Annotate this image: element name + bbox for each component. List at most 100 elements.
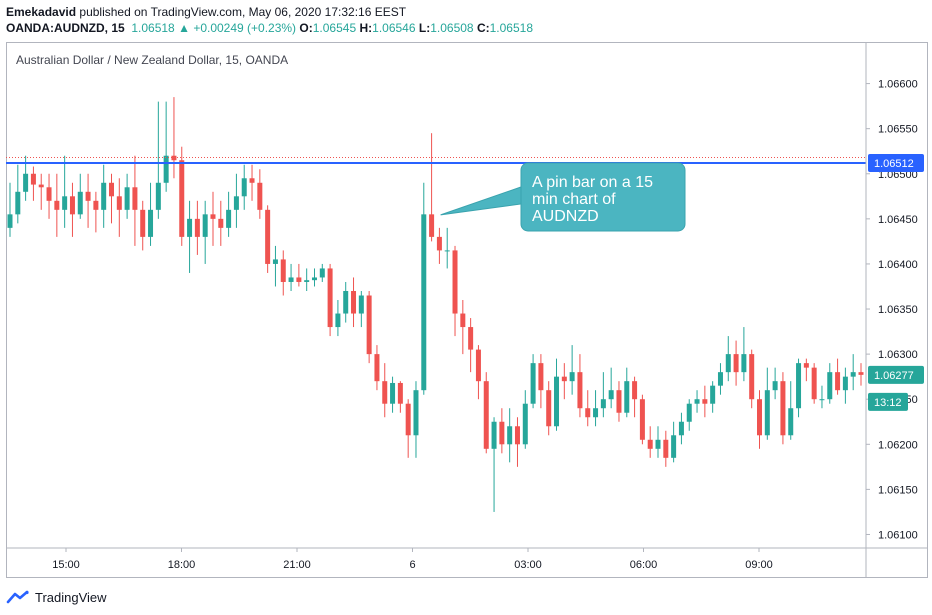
candle-body bbox=[468, 327, 474, 350]
candle-up bbox=[124, 173, 130, 219]
candle-up bbox=[148, 182, 154, 246]
high-label: H: bbox=[359, 21, 373, 35]
candle-body bbox=[772, 381, 778, 391]
candle-body bbox=[187, 218, 193, 237]
price-tick-label: 1.06100 bbox=[878, 529, 918, 541]
candle-body bbox=[194, 218, 200, 237]
candle-down bbox=[327, 263, 333, 337]
tradingview-logo-icon[interactable] bbox=[6, 590, 30, 604]
candle-down bbox=[257, 169, 263, 219]
candle-body bbox=[827, 372, 833, 400]
candle-body bbox=[397, 382, 403, 404]
candle-up bbox=[15, 164, 21, 224]
candle-body bbox=[593, 408, 599, 418]
chart-frame bbox=[6, 42, 928, 578]
candle-body bbox=[210, 214, 216, 219]
candle-body bbox=[444, 250, 450, 252]
price-price-tag bbox=[868, 365, 924, 384]
close-value: 1.06518 bbox=[489, 21, 534, 35]
candle-up bbox=[608, 367, 614, 409]
candle-body bbox=[803, 363, 809, 368]
candle-body bbox=[108, 182, 114, 197]
candle-body bbox=[163, 155, 169, 183]
footer-brand[interactable]: TradingView bbox=[35, 589, 107, 605]
candle-body bbox=[632, 381, 638, 400]
candle-body bbox=[7, 214, 13, 228]
candle-body bbox=[93, 200, 99, 210]
candle-down bbox=[140, 200, 146, 251]
candle-down bbox=[436, 227, 442, 264]
candle-body bbox=[85, 191, 91, 201]
price-tick-label: 1.06550 bbox=[878, 124, 918, 136]
candle-down bbox=[218, 200, 224, 246]
candle-down bbox=[194, 200, 200, 255]
candle-up bbox=[671, 421, 677, 463]
candle-body bbox=[366, 295, 372, 355]
candle-body bbox=[757, 399, 763, 436]
candle-down bbox=[280, 250, 286, 296]
candle-up bbox=[413, 381, 419, 458]
symbol-label[interactable]: OANDA:AUDNZD, 15 bbox=[6, 21, 125, 35]
candle-body bbox=[483, 381, 489, 449]
candle-down bbox=[811, 363, 817, 404]
candle-down bbox=[468, 318, 474, 373]
candle-body bbox=[764, 390, 770, 436]
candle-down bbox=[108, 173, 114, 224]
time-tick-label: 18:00 bbox=[168, 559, 196, 571]
candle-body bbox=[686, 403, 692, 422]
time-tick-label: 6 bbox=[409, 559, 415, 571]
candle-down bbox=[93, 191, 99, 233]
line-price-tag-text: 1.06512 bbox=[874, 158, 914, 170]
chart-header: Emekadavid published on TradingView.com,… bbox=[6, 4, 533, 36]
candle-body bbox=[62, 196, 68, 210]
low-label: L: bbox=[418, 21, 431, 35]
candle-up bbox=[717, 363, 723, 395]
candle-body bbox=[429, 214, 435, 237]
candle-up bbox=[163, 101, 169, 192]
candle-down bbox=[639, 394, 645, 445]
candle-down bbox=[577, 354, 583, 418]
candle-down bbox=[30, 166, 36, 201]
candle-down bbox=[733, 340, 739, 386]
publish-info: Emekadavid published on TradingView.com,… bbox=[6, 4, 533, 20]
candle-body bbox=[655, 439, 661, 449]
candle-down bbox=[382, 363, 388, 418]
author-name[interactable]: Emekadavid bbox=[6, 5, 77, 19]
candle-body bbox=[272, 259, 278, 264]
candle-body bbox=[710, 385, 716, 404]
candle-up bbox=[335, 300, 341, 337]
candle-body bbox=[788, 408, 794, 436]
candle-body bbox=[842, 376, 848, 391]
callout-box bbox=[520, 162, 686, 232]
candle-body bbox=[577, 372, 583, 409]
candle-up bbox=[155, 101, 161, 219]
candle-up bbox=[319, 263, 325, 282]
candle-body bbox=[155, 182, 161, 210]
candle-up bbox=[655, 426, 661, 458]
candle-body bbox=[218, 218, 224, 228]
candle-down bbox=[171, 97, 177, 179]
candle-up bbox=[77, 173, 83, 219]
candle-down bbox=[69, 182, 75, 237]
published-text: published on TradingView.com, May 06, 20… bbox=[79, 5, 407, 19]
price-tick-label: 1.06600 bbox=[878, 79, 918, 91]
candle-body bbox=[288, 277, 294, 282]
candle-up bbox=[686, 399, 692, 431]
candle-up bbox=[772, 367, 778, 400]
pair-title: Australian Dollar / New Zealand Dollar, … bbox=[16, 53, 289, 67]
candle-up bbox=[678, 412, 684, 445]
candle-body bbox=[23, 173, 29, 192]
candle-up bbox=[421, 182, 427, 395]
ohlc-legend: OANDA:AUDNZD, 15 1.06518 ▲ +0.00249 (+0.… bbox=[6, 20, 533, 36]
candle-down bbox=[483, 372, 489, 454]
candle-body bbox=[226, 209, 232, 228]
candle-up bbox=[288, 263, 294, 291]
price-tick-label: 1.06450 bbox=[878, 214, 918, 226]
candle-down bbox=[265, 205, 271, 273]
candle-up bbox=[226, 191, 232, 237]
candle-body bbox=[585, 408, 591, 418]
callout-text-line: A pin bar on a 15 bbox=[532, 174, 653, 191]
candle-body bbox=[647, 439, 653, 449]
candle-body bbox=[335, 313, 341, 328]
